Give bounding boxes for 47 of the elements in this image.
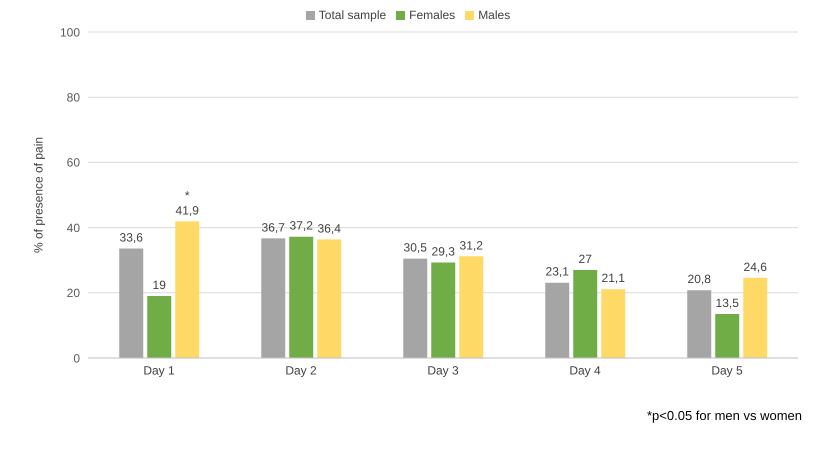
bar bbox=[545, 282, 570, 358]
y-tick-label: 80 bbox=[66, 90, 80, 104]
data-label: 13,5 bbox=[716, 296, 740, 310]
bar bbox=[147, 296, 172, 358]
data-label: 27 bbox=[578, 252, 592, 266]
text: *p<0.05 for men vs women bbox=[647, 408, 802, 423]
data-label: 24,6 bbox=[744, 260, 768, 274]
legend-label: Males bbox=[478, 8, 510, 22]
bar bbox=[459, 256, 484, 358]
bar bbox=[261, 238, 286, 358]
x-tick-label: Day 3 bbox=[427, 364, 459, 378]
bar bbox=[403, 258, 428, 358]
data-label: 23,1 bbox=[546, 264, 570, 279]
bar bbox=[715, 314, 740, 358]
data-label: 37,2 bbox=[290, 218, 314, 233]
bar bbox=[289, 236, 314, 358]
data-label: 31,2 bbox=[460, 238, 484, 252]
legend-label: Total sample bbox=[318, 8, 386, 22]
y-tick-label: 100 bbox=[60, 25, 80, 40]
y-tick-label: 0 bbox=[73, 351, 80, 366]
bar bbox=[687, 290, 712, 358]
bar bbox=[317, 239, 342, 358]
bar bbox=[119, 248, 144, 358]
data-label: 36,4 bbox=[318, 221, 342, 236]
data-label: 20,8 bbox=[688, 272, 712, 286]
data-label: 36,7 bbox=[262, 220, 286, 234]
y-axis-title: % of presence of pain bbox=[31, 136, 46, 254]
bar bbox=[431, 262, 456, 358]
x-tick-label: Day 1 bbox=[143, 364, 175, 378]
x-tick-label: Day 4 bbox=[569, 364, 601, 378]
data-label: 30,5 bbox=[404, 240, 428, 255]
y-tick-label: 60 bbox=[66, 156, 80, 170]
y-tick-label: 40 bbox=[66, 220, 80, 235]
bar bbox=[743, 278, 768, 358]
x-tick-label: Day 5 bbox=[711, 364, 743, 378]
data-label: 29,3 bbox=[432, 244, 456, 258]
data-label: 21,1 bbox=[602, 271, 626, 286]
bar bbox=[573, 270, 598, 358]
data-label: 19 bbox=[152, 278, 166, 292]
legend-label: Females bbox=[409, 8, 456, 22]
x-tick-label: Day 2 bbox=[285, 364, 317, 378]
bar bbox=[601, 289, 626, 358]
annotation: * bbox=[184, 188, 190, 202]
data-label: 41,9 bbox=[176, 203, 200, 218]
y-tick-label: 20 bbox=[66, 286, 80, 300]
bar bbox=[175, 221, 200, 358]
data-label: 33,6 bbox=[120, 230, 144, 244]
